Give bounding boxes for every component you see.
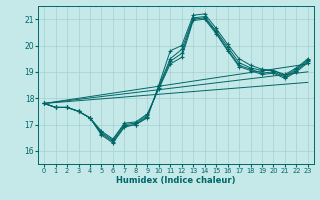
X-axis label: Humidex (Indice chaleur): Humidex (Indice chaleur)	[116, 176, 236, 185]
